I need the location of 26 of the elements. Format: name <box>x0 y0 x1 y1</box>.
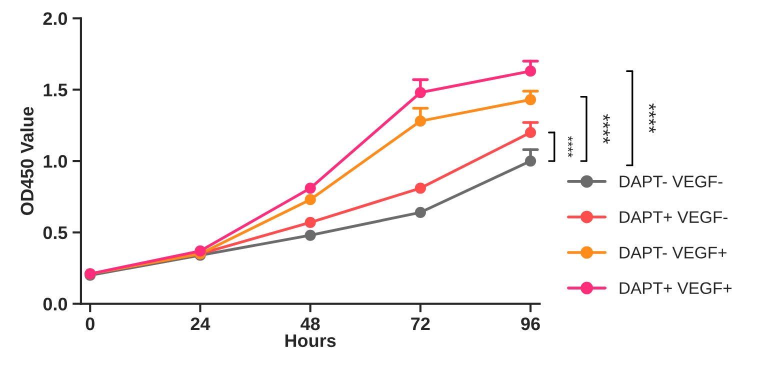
text: **** <box>603 114 610 144</box>
legend-label: DAPT- VEGF- <box>620 176 722 188</box>
y-axis-title: OD450 Value <box>20 106 34 215</box>
point <box>304 194 316 206</box>
point <box>194 245 206 257</box>
point <box>414 182 426 194</box>
x-tick-label: 48 <box>300 317 320 330</box>
point <box>304 230 316 241</box>
text: **** <box>568 136 573 158</box>
text: **** <box>648 103 656 134</box>
legend-label: DAPT+ VEGF+ <box>620 282 732 294</box>
point <box>304 216 316 228</box>
point <box>304 182 316 194</box>
point <box>414 206 426 218</box>
y-tick-label: 1.0 <box>44 154 68 168</box>
x-tick-label: 24 <box>190 317 210 330</box>
y-tick-label: 1.5 <box>44 84 68 96</box>
x-tick-label: 0 <box>86 317 94 330</box>
x-axis-title: Hours <box>285 334 336 348</box>
legend-label: DAPT- VEGF+ <box>620 246 726 259</box>
y-tick-label: 2.0 <box>43 12 68 26</box>
y-tick-label: 0.5 <box>43 226 68 240</box>
x-tick-label: 96 <box>521 317 540 330</box>
legend-label: DAPT+ VEGF- <box>620 211 728 223</box>
y-tick-label: 0.0 <box>43 298 68 310</box>
x-tick-label: 72 <box>411 317 430 330</box>
